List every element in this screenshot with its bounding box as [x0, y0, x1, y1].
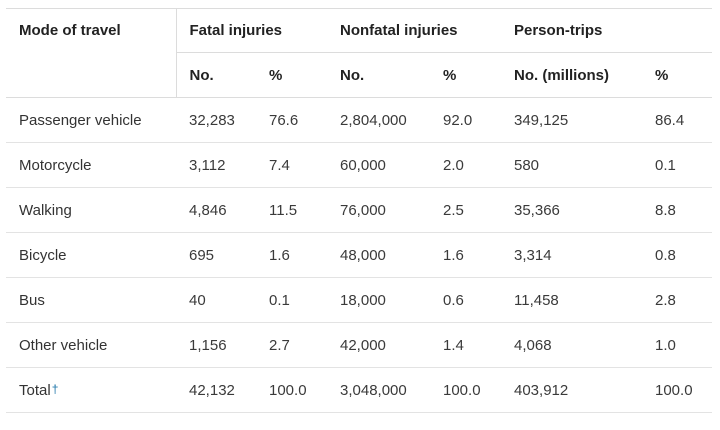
nonfatal-no-cell: 18,000	[327, 277, 430, 323]
nonfatal-no-cell: 42,000	[327, 322, 430, 368]
injury-table-container: Mode of travel Fatal injuries Nonfatal i…	[6, 8, 720, 413]
table-row: Bicycle 695 1.6 48,000 1.6 3,314 0.8	[6, 232, 713, 278]
table-header: Mode of travel Fatal injuries Nonfatal i…	[6, 8, 713, 98]
total-fatal-no-cell: 42,132	[176, 367, 256, 413]
nonfatal-pct-cell: 1.6	[430, 232, 501, 278]
trips-pct-cell: 0.1	[642, 142, 713, 188]
mode-of-travel-header: Mode of travel	[6, 8, 177, 98]
fatal-no-cell: 695	[176, 232, 256, 278]
fatal-pct-cell: 1.6	[256, 232, 327, 278]
person-trips-header: Person-trips	[501, 8, 713, 53]
table-body: Passenger vehicle 32,283 76.6 2,804,000 …	[6, 97, 713, 413]
trips-pct-cell: 2.8	[642, 277, 713, 323]
total-trips-pct-cell: 100.0	[642, 367, 713, 413]
total-trips-no-cell: 403,912	[501, 367, 642, 413]
table-row: Bus 40 0.1 18,000 0.6 11,458 2.8	[6, 277, 713, 323]
mode-cell: Passenger vehicle	[6, 97, 176, 143]
fatal-injuries-header: Fatal injuries	[176, 8, 327, 53]
table-row: Passenger vehicle 32,283 76.6 2,804,000 …	[6, 97, 713, 143]
trips-no-cell: 349,125	[501, 97, 642, 143]
trips-pct-cell: 1.0	[642, 322, 713, 368]
injury-by-mode-table: Mode of travel Fatal injuries Nonfatal i…	[6, 8, 713, 413]
fatal-pct-subheader: %	[256, 52, 327, 98]
fatal-no-cell: 1,156	[176, 322, 256, 368]
nonfatal-pct-cell: 2.0	[430, 142, 501, 188]
total-label: Total	[19, 381, 51, 399]
trips-pct-cell: 86.4	[642, 97, 713, 143]
fatal-pct-cell: 0.1	[256, 277, 327, 323]
table-top-border	[6, 8, 712, 9]
trips-no-cell: 580	[501, 142, 642, 188]
nonfatal-injuries-header: Nonfatal injuries	[327, 8, 501, 53]
total-mode-cell: Total†	[6, 367, 176, 413]
fatal-no-cell: 32,283	[176, 97, 256, 143]
trips-no-subheader: No. (millions)	[501, 52, 642, 98]
mode-cell: Motorcycle	[6, 142, 176, 188]
fatal-pct-cell: 2.7	[256, 322, 327, 368]
mode-cell: Bus	[6, 277, 176, 323]
nonfatal-pct-subheader: %	[430, 52, 501, 98]
trips-pct-cell: 8.8	[642, 187, 713, 233]
fatal-no-cell: 40	[176, 277, 256, 323]
total-row: Total† 42,132 100.0 3,048,000 100.0 403,…	[6, 367, 713, 413]
nonfatal-pct-cell: 2.5	[430, 187, 501, 233]
total-nonfatal-pct-cell: 100.0	[430, 367, 501, 413]
nonfatal-no-cell: 2,804,000	[327, 97, 430, 143]
table-row: Motorcycle 3,112 7.4 60,000 2.0 580 0.1	[6, 142, 713, 188]
fatal-pct-cell: 7.4	[256, 142, 327, 188]
nonfatal-no-cell: 76,000	[327, 187, 430, 233]
total-fatal-pct-cell: 100.0	[256, 367, 327, 413]
fatal-no-subheader: No.	[176, 52, 256, 98]
table-row: Walking 4,846 11.5 76,000 2.5 35,366 8.8	[6, 187, 713, 233]
trips-pct-subheader: %	[642, 52, 713, 98]
trips-no-cell: 11,458	[501, 277, 642, 323]
nonfatal-pct-cell: 92.0	[430, 97, 501, 143]
trips-pct-cell: 0.8	[642, 232, 713, 278]
nonfatal-pct-cell: 0.6	[430, 277, 501, 323]
trips-no-cell: 35,366	[501, 187, 642, 233]
total-nonfatal-no-cell: 3,048,000	[327, 367, 430, 413]
fatal-pct-cell: 76.6	[256, 97, 327, 143]
mode-cell: Bicycle	[6, 232, 176, 278]
table-row: Other vehicle 1,156 2.7 42,000 1.4 4,068…	[6, 322, 713, 368]
fatal-pct-cell: 11.5	[256, 187, 327, 233]
mode-cell: Other vehicle	[6, 322, 176, 368]
nonfatal-no-subheader: No.	[327, 52, 430, 98]
nonfatal-no-cell: 48,000	[327, 232, 430, 278]
fatal-no-cell: 4,846	[176, 187, 256, 233]
nonfatal-no-cell: 60,000	[327, 142, 430, 188]
trips-no-cell: 3,314	[501, 232, 642, 278]
total-footnote-dagger-link[interactable]: †	[51, 381, 59, 396]
trips-no-cell: 4,068	[501, 322, 642, 368]
nonfatal-pct-cell: 1.4	[430, 322, 501, 368]
fatal-no-cell: 3,112	[176, 142, 256, 188]
mode-cell: Walking	[6, 187, 176, 233]
